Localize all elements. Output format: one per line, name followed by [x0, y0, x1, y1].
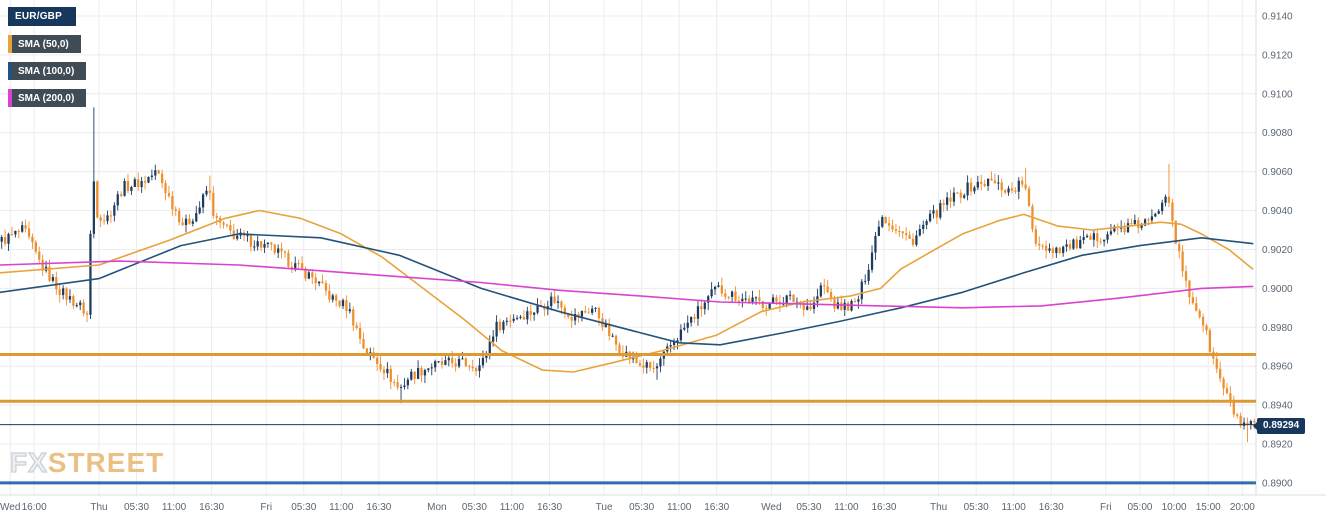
svg-text:05:30: 05:30 — [964, 502, 989, 513]
svg-text:16:30: 16:30 — [366, 502, 391, 513]
svg-text:20:00: 20:00 — [1230, 502, 1255, 513]
svg-text:16:30: 16:30 — [871, 502, 896, 513]
legend-item-sma50[interactable]: SMA (50,0) — [8, 35, 81, 53]
svg-text:11:00: 11:00 — [667, 502, 692, 513]
sma200-color-strip — [8, 89, 12, 107]
svg-text:0.8960: 0.8960 — [1262, 362, 1293, 373]
svg-text:16:30: 16:30 — [199, 502, 224, 513]
legend-item-sma100[interactable]: SMA (100,0) — [8, 62, 87, 80]
svg-text:0.9120: 0.9120 — [1262, 50, 1293, 61]
current-price-badge: 0.89294 — [1257, 417, 1306, 434]
svg-text:Thu: Thu — [90, 502, 107, 513]
logo-fx-text: FX — [9, 447, 48, 478]
svg-text:05:30: 05:30 — [291, 502, 316, 513]
svg-text:0.9100: 0.9100 — [1262, 89, 1293, 100]
svg-text:0.9020: 0.9020 — [1262, 245, 1293, 256]
svg-text:Fri: Fri — [260, 502, 272, 513]
chart-legend: EUR/GBP SMA (50,0) SMA (100,0) SMA (200,… — [8, 7, 87, 107]
legend-item-sma200[interactable]: SMA (200,0) — [8, 89, 87, 107]
fxstreet-logo: FXSTREET — [9, 447, 165, 478]
svg-text:0.8940: 0.8940 — [1262, 401, 1293, 412]
svg-text:11:00: 11:00 — [1002, 502, 1027, 513]
svg-text:05:30: 05:30 — [462, 502, 487, 513]
svg-text:0.9040: 0.9040 — [1262, 206, 1293, 217]
svg-text:Tue: Tue — [596, 502, 613, 513]
svg-text:10:00: 10:00 — [1162, 502, 1187, 513]
svg-text:16:30: 16:30 — [1039, 502, 1064, 513]
svg-text:0.8920: 0.8920 — [1262, 440, 1293, 451]
svg-text:Thu: Thu — [930, 502, 947, 513]
svg-text:0.8980: 0.8980 — [1262, 323, 1293, 334]
sma50-color-strip — [8, 35, 12, 53]
svg-text:0.9000: 0.9000 — [1262, 284, 1293, 295]
svg-text:Mon: Mon — [427, 502, 446, 513]
svg-text:0.9140: 0.9140 — [1262, 11, 1293, 22]
svg-text:05:30: 05:30 — [796, 502, 821, 513]
svg-text:05:00: 05:00 — [1127, 502, 1152, 513]
svg-text:0.9080: 0.9080 — [1262, 128, 1293, 139]
svg-text:11:00: 11:00 — [500, 502, 525, 513]
svg-text:05:30: 05:30 — [124, 502, 149, 513]
svg-text:11:00: 11:00 — [329, 502, 354, 513]
svg-text:0.9060: 0.9060 — [1262, 167, 1293, 178]
symbol-badge[interactable]: EUR/GBP — [8, 7, 76, 26]
sma100-color-strip — [8, 62, 12, 80]
svg-text:16:30: 16:30 — [537, 502, 562, 513]
svg-text:0.8900: 0.8900 — [1262, 478, 1293, 489]
svg-text:Wed: Wed — [761, 502, 781, 513]
svg-text:15:00: 15:00 — [1196, 502, 1221, 513]
logo-street-text: STREET — [47, 447, 165, 478]
svg-text:11:00: 11:00 — [162, 502, 187, 513]
svg-text:Wed: Wed — [0, 502, 20, 513]
sma100-label: SMA (100,0) — [18, 65, 75, 77]
svg-text:16:30: 16:30 — [704, 502, 729, 513]
svg-text:11:00: 11:00 — [834, 502, 859, 513]
sma50-label: SMA (50,0) — [18, 38, 69, 50]
sma200-label: SMA (200,0) — [18, 92, 75, 104]
svg-text:05:30: 05:30 — [629, 502, 654, 513]
svg-text:Fri: Fri — [1100, 502, 1112, 513]
svg-text:16:00: 16:00 — [22, 502, 47, 513]
